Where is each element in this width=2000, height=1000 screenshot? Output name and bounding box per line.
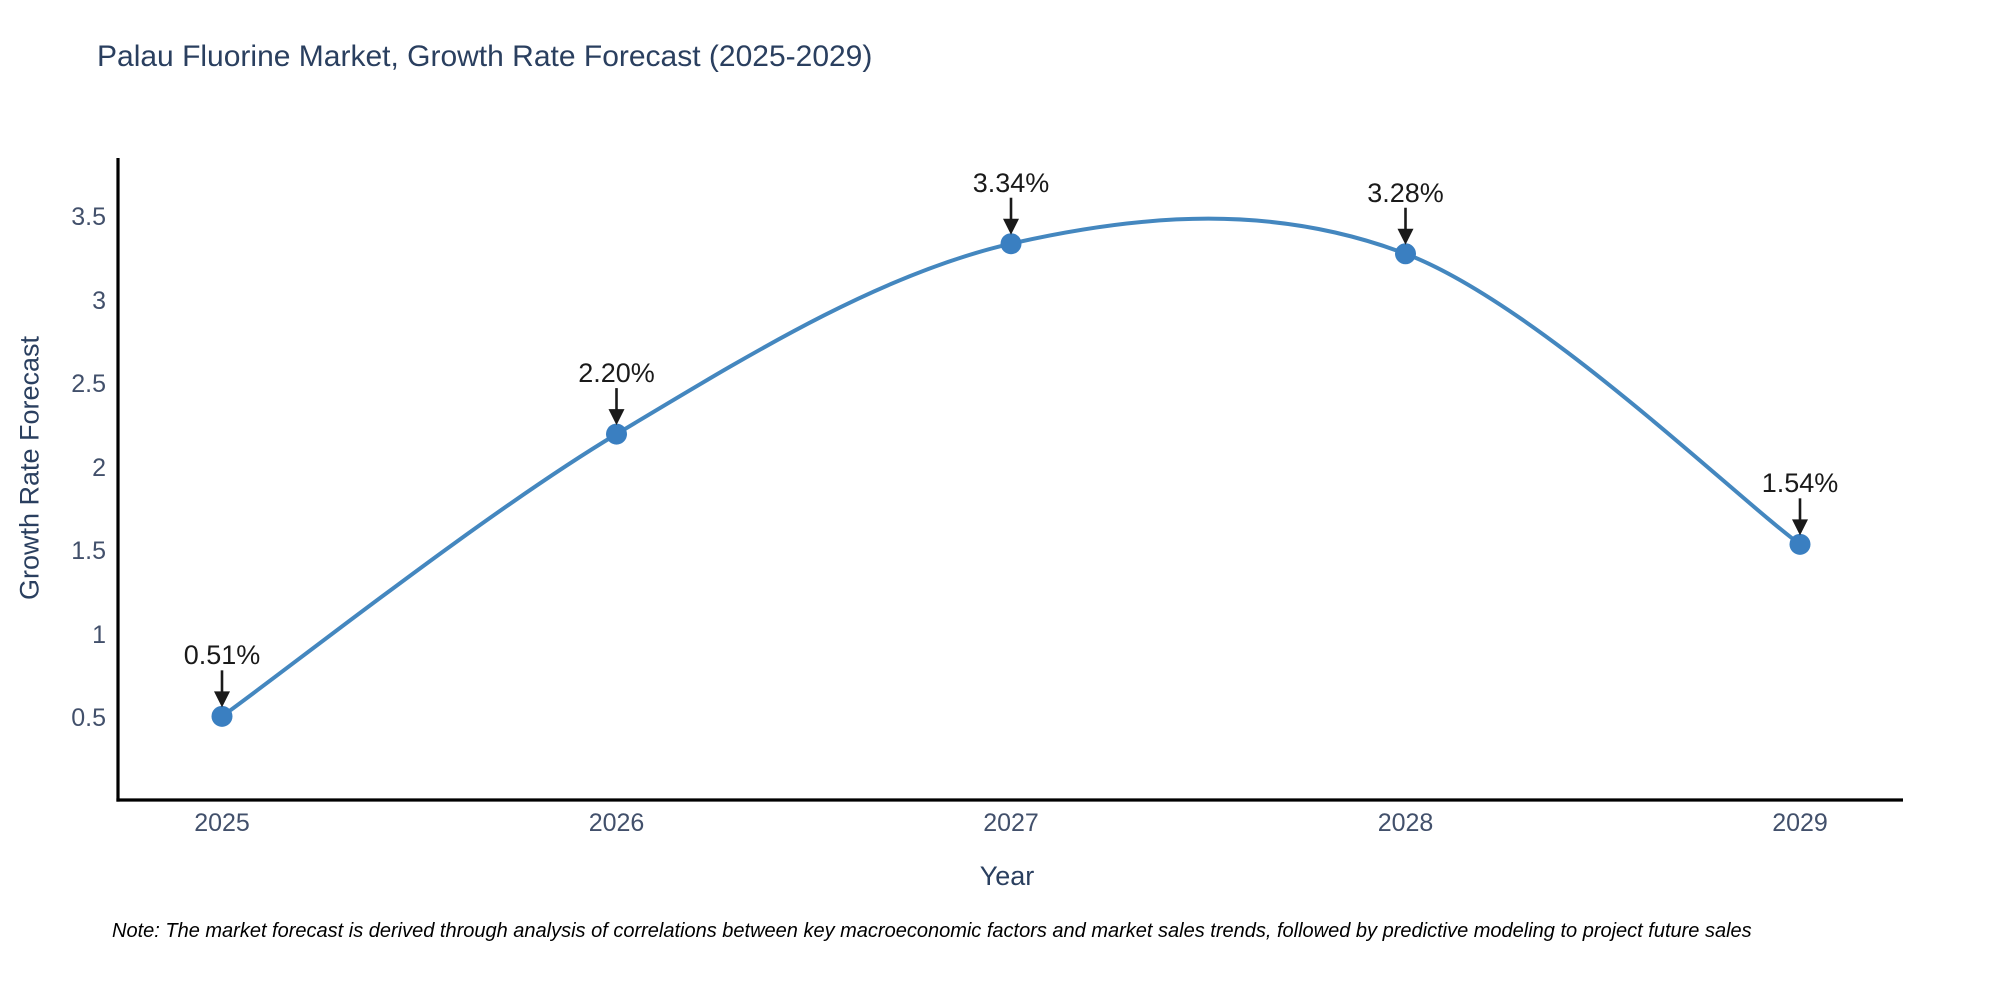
chart-title: Palau Fluorine Market, Growth Rate Forec… <box>97 40 873 73</box>
y-tick-label: 2.5 <box>71 370 106 398</box>
data-point-marker <box>1789 533 1811 555</box>
y-tick-label: 1.5 <box>71 537 106 565</box>
annotation-arrow-head <box>1397 228 1414 245</box>
y-tick-label: 3.5 <box>71 203 106 231</box>
x-tick-label: 2025 <box>194 809 250 837</box>
chart-note: Note: The market forecast is derived thr… <box>112 920 1752 942</box>
x-tick-label: 2029 <box>1772 809 1828 837</box>
annotation-arrow-head <box>1003 218 1019 235</box>
point-annotation: 0.51% <box>183 640 261 671</box>
data-point-marker <box>606 423 627 445</box>
x-tick-label: 2028 <box>1377 809 1434 837</box>
x-tick-label: 2027 <box>983 809 1039 837</box>
x-axis-title: Year <box>979 861 1035 891</box>
trend-line <box>220 216 1802 718</box>
point-annotation: 2.20% <box>578 358 655 389</box>
data-point-marker <box>1000 233 1022 255</box>
point-annotation: 1.54% <box>1761 468 1839 499</box>
y-tick-label: 1 <box>92 620 106 649</box>
point-annotation: 3.28% <box>1367 177 1444 208</box>
x-tick-label: 2026 <box>588 809 645 837</box>
y-tick-label: 2 <box>92 453 106 482</box>
point-annotation: 3.34% <box>972 167 1050 198</box>
data-point-marker <box>1395 243 1416 265</box>
data-point-marker <box>211 705 233 727</box>
y-tick-label: 3 <box>92 286 106 315</box>
annotation-arrow-head <box>1792 519 1808 536</box>
y-tick-label: 0.5 <box>71 704 106 732</box>
annotation-arrow-head <box>214 691 230 708</box>
annotation-arrow-head <box>608 409 625 426</box>
